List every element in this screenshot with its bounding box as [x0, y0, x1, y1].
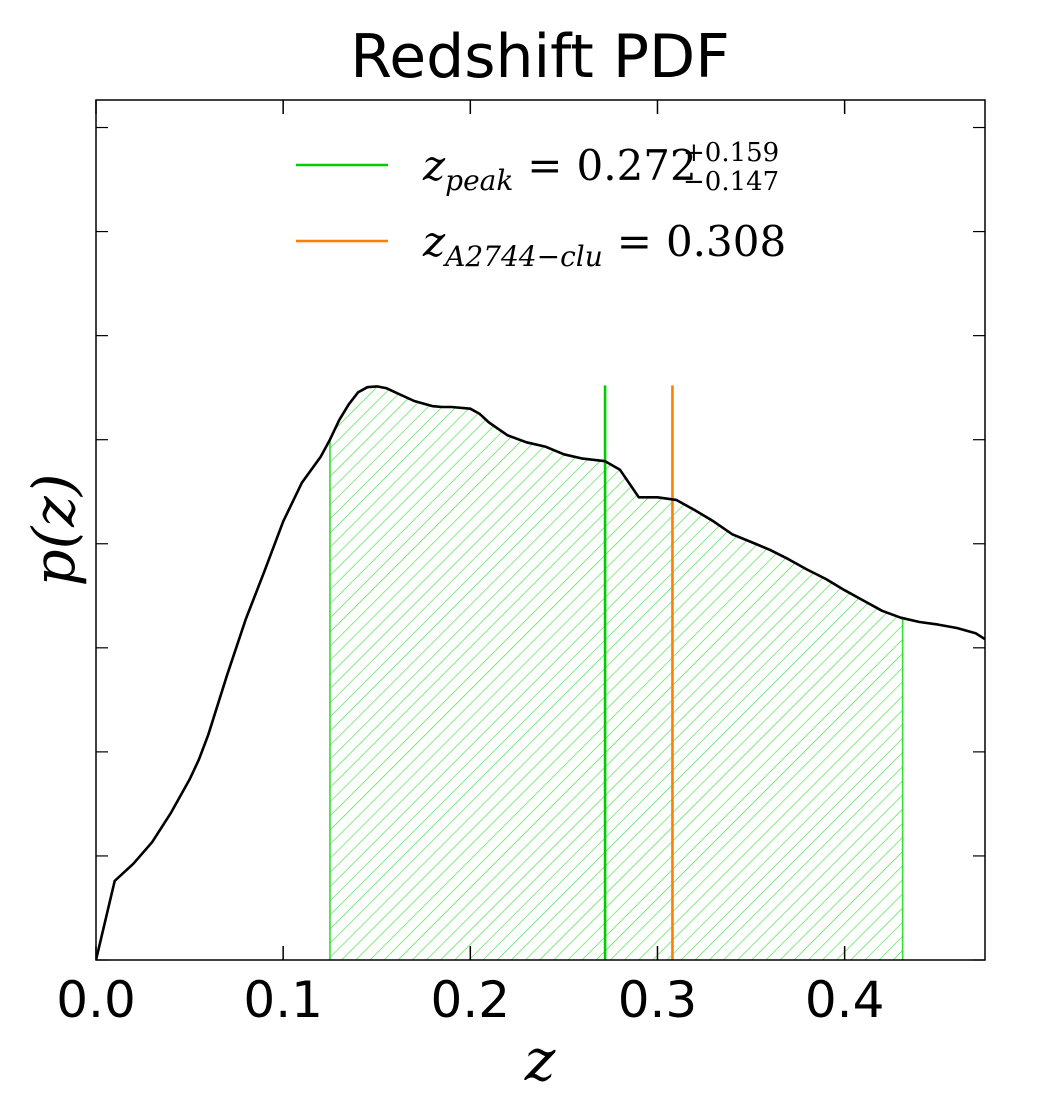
interval-hatch [329, 386, 903, 960]
credible-interval-shading [329, 386, 904, 960]
legend-entry-cluster: zA2744−clu = 0.308 [296, 217, 786, 273]
legend-label-peak: zpeak = 0.272 [422, 141, 697, 197]
plot-frame [95, 99, 986, 961]
y-axis-label: p(z) [20, 474, 88, 587]
x-tick-label: 0.2 [431, 971, 511, 1029]
legend-lower-error: −0.147 [683, 167, 779, 197]
y-axis-ticks [96, 126, 985, 961]
pdf-curve-group [96, 385, 985, 960]
x-tick-label: 0.3 [618, 971, 698, 1029]
legend: zpeak = 0.272 +0.159 −0.147 zA2744−clu = 0.3… [296, 138, 786, 273]
x-tick-label: 0.1 [243, 971, 323, 1029]
x-tick-label: 0.4 [805, 971, 885, 1029]
legend-upper-error: +0.159 [683, 138, 779, 168]
legend-entry-peak: zpeak = 0.272 +0.159 −0.147 [296, 138, 779, 197]
vertical-markers [603, 385, 674, 960]
x-tick-label: 0.0 [56, 971, 136, 1029]
x-axis-ticks: 0.0 0.1 0.2 0.3 0.4 [56, 100, 884, 1029]
legend-label-cluster: zA2744−clu = 0.308 [422, 217, 786, 273]
x-axis-label: z [524, 1026, 556, 1094]
chart-title: Redshift PDF [350, 22, 730, 92]
pdf-curve [96, 385, 985, 960]
